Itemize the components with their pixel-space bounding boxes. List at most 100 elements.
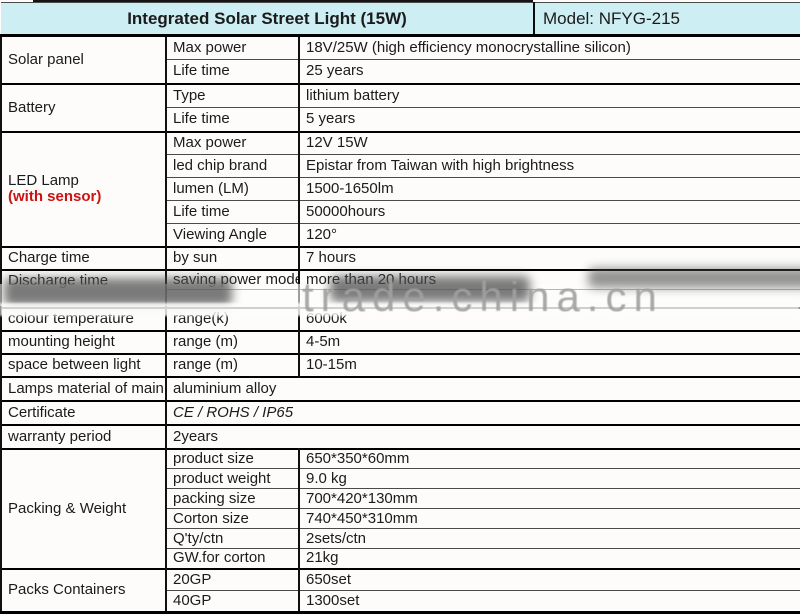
table-row: Life time 50000hours bbox=[1, 200, 800, 224]
section-label-text: Battery bbox=[8, 98, 56, 116]
value-cell: 9.0 kg bbox=[299, 468, 800, 489]
section-label: Packing & Weight bbox=[0, 447, 167, 569]
table-row: Packing & Weight product size 650*350*60mm bbox=[0, 447, 800, 569]
table-row: Lamps material of main aluminium alloy bbox=[0, 375, 800, 401]
table-row: Charge time by sun 7 hours bbox=[0, 245, 800, 270]
section-label: Packs Containers bbox=[0, 567, 167, 613]
value-cell: 2years bbox=[166, 423, 800, 449]
section-label: space between light bbox=[0, 352, 167, 377]
param-cell: product weight bbox=[166, 468, 300, 489]
section-label: mounting height bbox=[0, 329, 167, 354]
value-cell bbox=[299, 289, 800, 308]
param-cell: packing size bbox=[166, 488, 300, 509]
section-label: Battery bbox=[0, 82, 167, 132]
value-cell: CE / ROHS / IP65 bbox=[166, 399, 800, 425]
model-label: Model: NFYG-215 bbox=[533, 2, 800, 37]
value-cell: 10-15m bbox=[299, 352, 800, 377]
section-label-text: space between light bbox=[8, 356, 141, 374]
table-header-row: Integrated Solar Street Light (15W) Mode… bbox=[1, 2, 800, 37]
param-cell: Viewing Angle bbox=[166, 223, 300, 247]
value-cell: 740*450*310mm bbox=[299, 508, 800, 529]
section-label: Lamps material of main bbox=[0, 375, 167, 401]
value-cell: 6000k bbox=[299, 306, 800, 331]
table-row: colour temperature range(k) 6000k bbox=[0, 306, 800, 331]
param-cell: lumen (LM) bbox=[166, 177, 300, 201]
section-label-text: Charge time bbox=[8, 249, 90, 267]
value-cell: aluminium alloy bbox=[166, 375, 800, 401]
param-cell: Life time bbox=[166, 107, 300, 132]
value-cell: 12V 15W bbox=[299, 130, 800, 155]
value-cell: 120° bbox=[299, 223, 800, 247]
section-label-text: Packs Containers bbox=[8, 581, 126, 599]
param-cell bbox=[166, 289, 300, 308]
table-row: 40GP 1300set bbox=[1, 590, 800, 613]
table-row: product weight 9.0 kg bbox=[1, 468, 800, 489]
section-label-subtext: (with sensor) bbox=[8, 188, 102, 205]
param-cell: GW.for corton bbox=[166, 548, 300, 569]
table-row: Viewing Angle 120° bbox=[1, 223, 800, 247]
section-label: warranty period bbox=[0, 423, 167, 449]
table-row: warranty period 2years bbox=[0, 423, 800, 449]
param-cell: product size bbox=[166, 447, 300, 469]
section-label-text: Solar panel bbox=[8, 50, 84, 68]
param-cell: saving power mode bbox=[166, 268, 300, 290]
table-row: GW.for corton 21kg bbox=[1, 548, 800, 569]
table-row: Q'ty/ctn 2sets/ctn bbox=[1, 528, 800, 549]
param-cell: Q'ty/ctn bbox=[166, 528, 300, 549]
section-label: Discharge time bbox=[0, 268, 167, 308]
value-cell: 1300set bbox=[299, 590, 800, 613]
section-label-text: colour temperature bbox=[8, 310, 134, 328]
page-title: Integrated Solar Street Light (15W) bbox=[1, 2, 534, 37]
value-cell: 5 years bbox=[299, 107, 800, 132]
table-row: Life time 25 years bbox=[1, 59, 800, 84]
value-cell: 1500-1650lm bbox=[299, 177, 800, 201]
param-cell: Max power bbox=[166, 34, 300, 60]
param-cell: Life time bbox=[166, 59, 300, 84]
param-cell: range (m) bbox=[166, 352, 300, 377]
section-label: colour temperature bbox=[0, 306, 167, 331]
section-label: Certificate bbox=[0, 399, 167, 425]
value-cell: more than 20 hours bbox=[299, 268, 800, 290]
param-cell: Max power bbox=[166, 130, 300, 155]
value-cell: 700*420*130mm bbox=[299, 488, 800, 509]
table-row: LED Lamp (with sensor) Max power 12V 15W bbox=[0, 130, 800, 247]
param-cell: by sun bbox=[166, 245, 300, 270]
table-row: Discharge time saving power mode more than… bbox=[0, 268, 800, 308]
table-row: led chip brand Epistar from Taiwan with h… bbox=[1, 154, 800, 178]
table-row: Certificate CE / ROHS / IP65 bbox=[0, 399, 800, 425]
param-cell: 20GP bbox=[166, 567, 300, 591]
value-cell: Epistar from Taiwan with high brightness bbox=[299, 154, 800, 178]
value-cell: 2sets/ctn bbox=[299, 528, 800, 549]
value-cell: 4-5m bbox=[299, 329, 800, 354]
section-label-text: Discharge time bbox=[8, 271, 109, 289]
param-cell: range (m) bbox=[166, 329, 300, 354]
table-row: Solar panel Max power 18V/25W (high effici… bbox=[0, 34, 800, 84]
table-row: Corton size 740*450*310mm bbox=[1, 508, 800, 529]
value-cell: 650*350*60mm bbox=[299, 447, 800, 469]
table-row: space between light range (m) 10-15m bbox=[0, 352, 800, 377]
value-cell: 18V/25W (high efficiency monocrystalline… bbox=[299, 34, 800, 60]
param-cell: led chip brand bbox=[166, 154, 300, 178]
section-label-text: LED Lamp bbox=[8, 172, 79, 190]
value-cell: 650set bbox=[299, 567, 800, 591]
param-cell: Corton size bbox=[166, 508, 300, 529]
table-row: Packs Containers 20GP 650set bbox=[0, 567, 800, 613]
table-row: Life time 5 years bbox=[1, 107, 800, 132]
table-row: mounting height range (m) 4-5m bbox=[0, 329, 800, 354]
section-label: Charge time bbox=[0, 245, 167, 270]
param-cell: range(k) bbox=[166, 306, 300, 331]
value-cell: 21kg bbox=[299, 548, 800, 569]
value-cell: lithium battery bbox=[299, 82, 800, 108]
param-cell: Life time bbox=[166, 200, 300, 224]
table-row: lumen (LM) 1500-1650lm bbox=[1, 177, 800, 201]
value-cell: 25 years bbox=[299, 59, 800, 84]
section-label-text: Packing & Weight bbox=[8, 499, 127, 517]
value-cell: 50000hours bbox=[299, 200, 800, 224]
param-cell: 40GP bbox=[166, 590, 300, 613]
value-cell: 7 hours bbox=[299, 245, 800, 270]
section-label: Solar panel bbox=[0, 34, 167, 84]
table-row: Battery Type lithium battery bbox=[0, 82, 800, 132]
top-edge-line bbox=[33, 0, 533, 2]
